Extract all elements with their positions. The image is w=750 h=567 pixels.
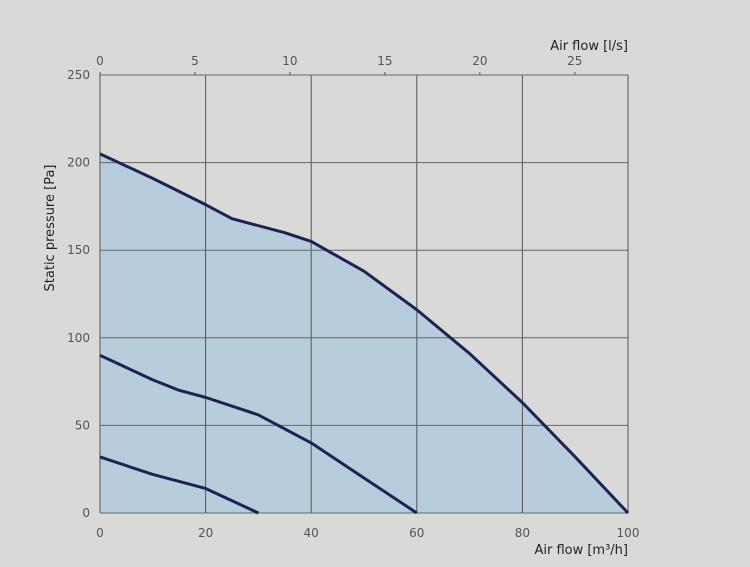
y-tick-label: 200 <box>67 156 90 170</box>
x-axis-label: Air flow [m³/h] <box>534 543 628 558</box>
y-axis-label: Static pressure [Pa] <box>43 165 58 292</box>
x-tick-label: 0 <box>96 526 104 540</box>
x2-tick-label: 5 <box>191 54 199 68</box>
y-tick-label: 100 <box>67 331 90 345</box>
fan-curve-2 <box>99 353 418 515</box>
fan-curve-1 <box>99 152 630 515</box>
y-tick-label: 150 <box>67 243 90 257</box>
x2-tick-label: 25 <box>567 54 582 68</box>
x2-tick-label: 15 <box>377 54 392 68</box>
x2-tick-label: 20 <box>472 54 487 68</box>
operating-area-fill <box>100 153 628 513</box>
fan-curve-3 <box>99 455 260 515</box>
x-tick-label: 20 <box>198 526 213 540</box>
x2-tick-label: 10 <box>282 54 297 68</box>
y-tick-label: 250 <box>67 68 90 82</box>
x-tick-label: 60 <box>409 526 424 540</box>
y-tick-label: 0 <box>82 506 90 520</box>
x2-tick-label: 0 <box>96 54 104 68</box>
x-tick-label: 80 <box>515 526 530 540</box>
x-tick-label: 100 <box>617 526 640 540</box>
x-tick-label: 40 <box>304 526 319 540</box>
y-tick-label: 50 <box>75 418 90 432</box>
x2-axis-label: Air flow [l/s] <box>550 39 628 54</box>
